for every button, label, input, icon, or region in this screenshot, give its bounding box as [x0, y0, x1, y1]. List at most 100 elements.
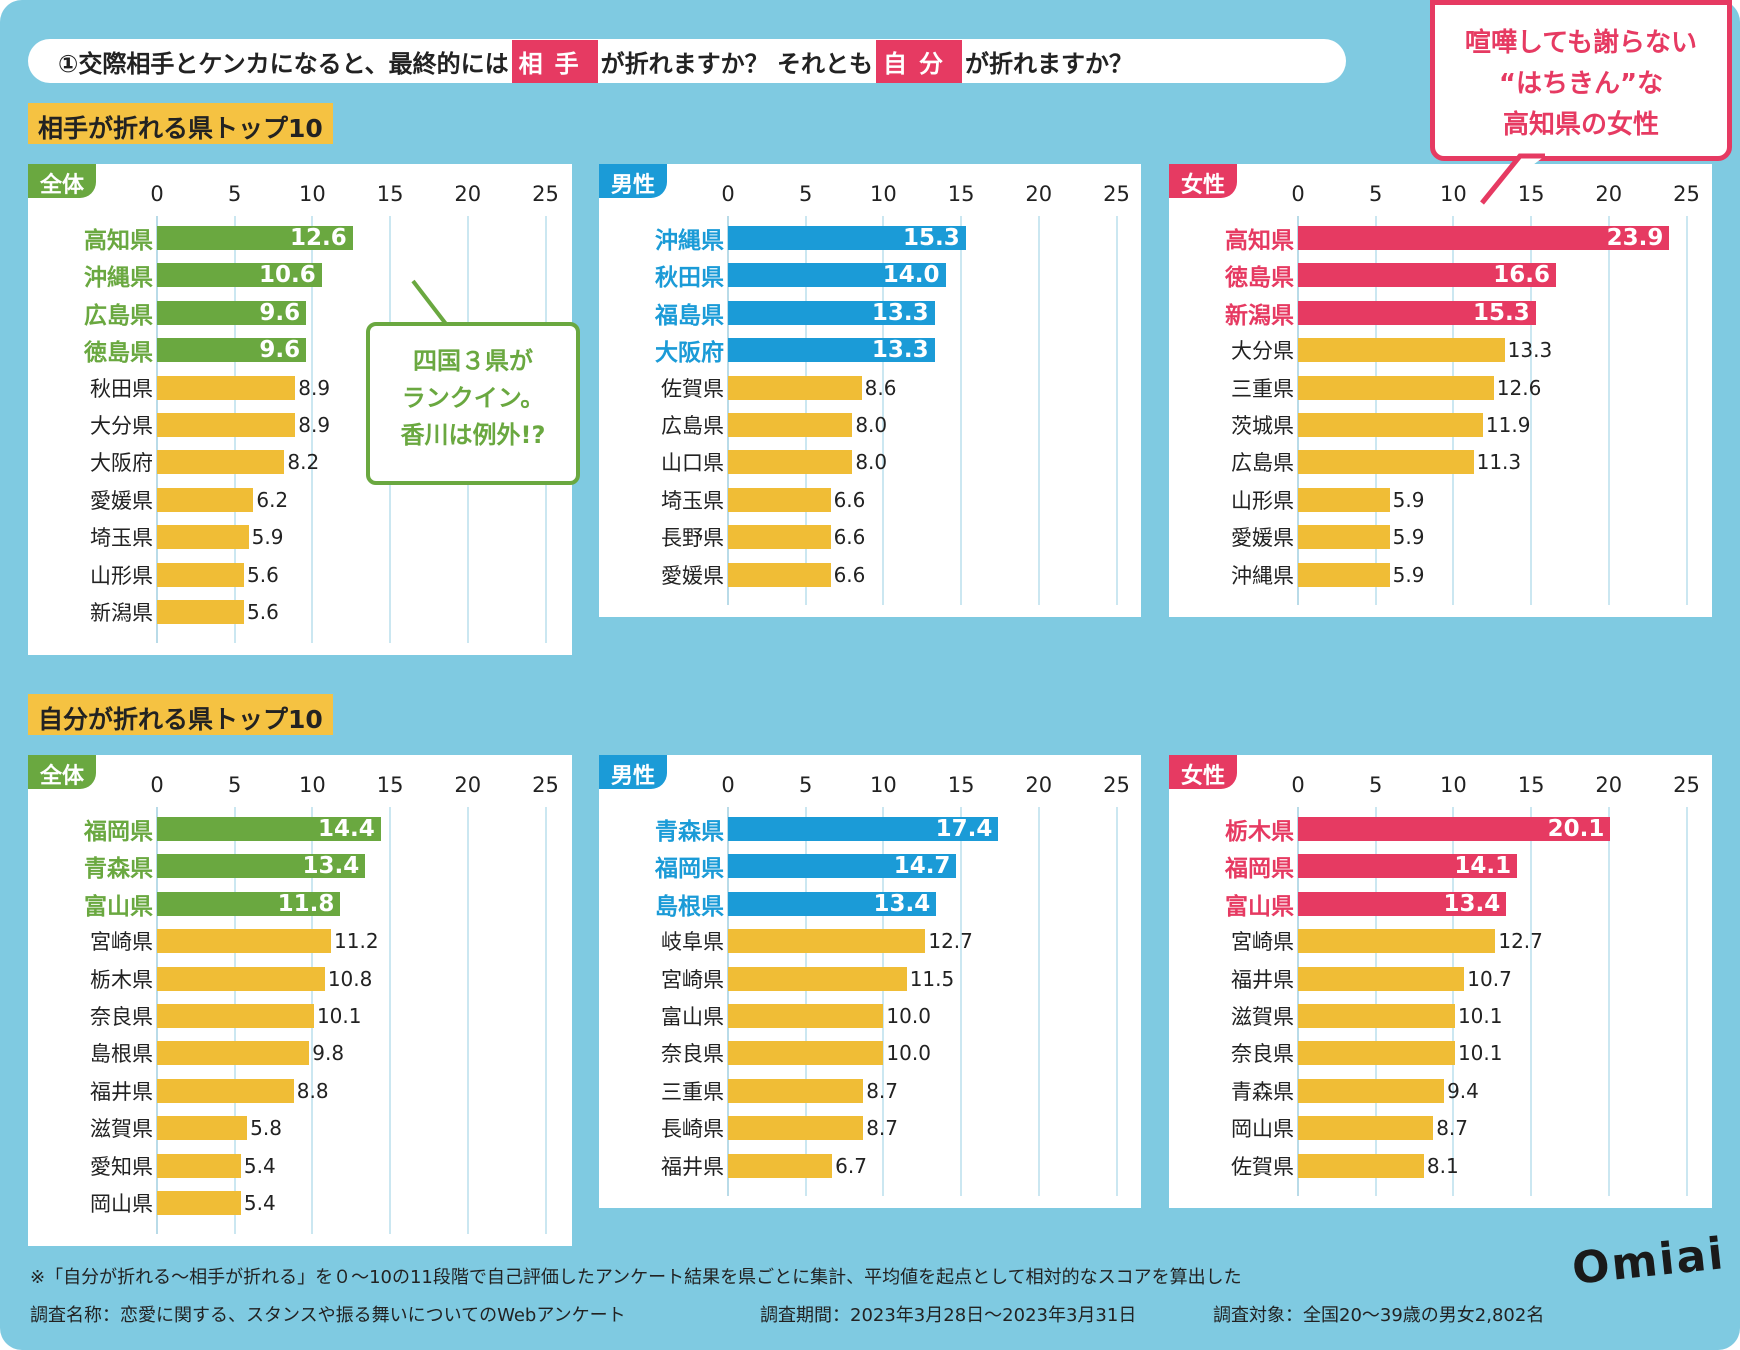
gridline [804, 807, 807, 1196]
bar [728, 375, 862, 400]
section-label-self-yields: 自分が折れる県トップ10 [28, 694, 333, 735]
value-label: 11.3 [1476, 450, 1522, 475]
category-label: 高知県 [1225, 228, 1294, 254]
value-label: 6.7 [835, 1153, 867, 1178]
gridline [1452, 216, 1455, 605]
gridline [1374, 216, 1377, 605]
footnote: ※「自分が折れる～相手が折れる」を０～10の11段階で自己評価したアンケート結果… [30, 1267, 1242, 1288]
category-label: 三重県 [661, 1079, 724, 1104]
category-label: 福岡県 [655, 856, 724, 883]
category-label: 徳島県 [84, 340, 153, 367]
bar [157, 854, 366, 879]
value-label: 10.8 [327, 966, 373, 991]
value-label: 10.1 [1457, 1041, 1503, 1066]
gridline [882, 807, 885, 1196]
bar [157, 375, 296, 400]
title-highlight-partner: 相手 [511, 39, 598, 83]
bar [1298, 226, 1670, 250]
bar [157, 487, 254, 512]
category-label: 高知県 [84, 228, 153, 254]
value-label: 8.0 [855, 413, 888, 437]
category-label: 山形県 [1231, 488, 1294, 513]
category-label: 愛知県 [90, 1154, 153, 1179]
tick-label: 20 [1595, 182, 1623, 206]
tick-label: 20 [1595, 773, 1623, 797]
category-label: 三重県 [1231, 376, 1294, 401]
gridline [1115, 807, 1118, 1196]
category-label: 新潟県 [1225, 302, 1294, 329]
bar [1298, 891, 1507, 916]
category-label: 栃木県 [1225, 819, 1294, 845]
category-label: 山形県 [90, 563, 153, 588]
chart-tag: 女性 [1169, 755, 1238, 789]
category-label: 岡山県 [90, 1192, 153, 1216]
gridline [882, 216, 885, 605]
bar [157, 1041, 310, 1066]
bar [728, 817, 999, 841]
bar [728, 300, 935, 325]
tick-label: 0 [721, 773, 735, 797]
bar [728, 1116, 864, 1141]
category-label: 広島県 [1231, 451, 1294, 476]
category-label: 青森県 [655, 819, 724, 845]
value-label: 13.4 [302, 853, 360, 880]
category-label: 福島県 [655, 302, 724, 329]
category-label: 佐賀県 [661, 376, 724, 401]
bar [1298, 1153, 1424, 1178]
bar [728, 1004, 884, 1028]
bar [728, 966, 907, 991]
bar [157, 263, 322, 288]
category-label: 大阪府 [655, 340, 724, 367]
tick-label: 15 [376, 182, 404, 206]
value-label: 10.7 [1467, 966, 1512, 991]
title-text: が折れますか？ それとも [600, 49, 873, 78]
value-label: 14.7 [893, 853, 951, 880]
category-label: 富山県 [661, 1005, 724, 1029]
tick-label: 15 [947, 773, 975, 797]
value-label: 14.1 [1454, 853, 1512, 880]
category-label: 沖縄県 [84, 265, 153, 292]
value-label: 5.9 [1392, 525, 1425, 550]
value-label: 5.8 [250, 1116, 282, 1141]
category-label: 新潟県 [90, 601, 153, 625]
callout-line: “はちきん”な [1498, 69, 1664, 99]
value-label: 9.6 [259, 337, 301, 364]
green-callout: 四国３県が ランクイン。 香川は例外!? [366, 322, 580, 485]
bar [728, 263, 946, 288]
category-label: 茨城県 [1231, 414, 1294, 438]
callout-line: 四国３県が [413, 347, 533, 375]
survey-target: 調査対象：全国20～39歳の男女2,802名 [1213, 1305, 1545, 1326]
gridline [1374, 807, 1377, 1196]
page-title: ①交際相手とケンカになると、最終的には 相手 が折れますか？ それとも 自分 が… [28, 39, 1346, 83]
survey-name: 調査名称：恋愛に関する、スタンスや振る舞いについてのWebアンケート [30, 1305, 626, 1326]
category-label: 愛媛県 [661, 563, 724, 588]
tick-label: 10 [1440, 182, 1467, 206]
chart-tag: 全体 [28, 164, 97, 198]
bar [728, 929, 926, 954]
value-label: 16.6 [1493, 262, 1550, 289]
value-label: 12.7 [1498, 929, 1543, 954]
tick-label: 10 [299, 773, 326, 797]
bar [728, 487, 831, 512]
bar [728, 450, 853, 475]
value-label: 8.2 [287, 450, 320, 475]
value-label: 6.6 [833, 562, 866, 587]
category-label: 福井県 [90, 1079, 153, 1104]
chart-tag: 男性 [599, 164, 668, 198]
category-label: 島根県 [655, 893, 724, 920]
pink-callout-tail [1480, 153, 1545, 205]
tick-label: 0 [1291, 182, 1305, 206]
title-text: が折れますか？ [965, 49, 1133, 78]
bar [728, 1041, 884, 1066]
category-label: 宮崎県 [1231, 930, 1294, 955]
value-label: 8.9 [298, 375, 331, 400]
gridline [727, 216, 729, 605]
bar [728, 338, 935, 363]
bar [1298, 525, 1390, 550]
bar [157, 966, 325, 991]
bar [728, 1078, 864, 1103]
category-label: 岡山県 [1231, 1117, 1294, 1142]
category-label: 滋賀県 [1231, 1005, 1294, 1029]
category-label: 岐阜県 [661, 930, 724, 955]
category-label: 徳島県 [1225, 265, 1294, 292]
